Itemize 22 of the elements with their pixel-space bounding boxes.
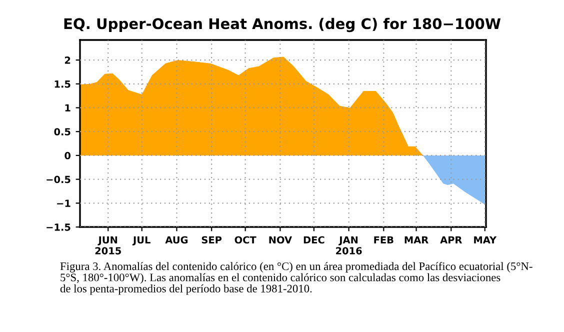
y-tick-label: 0 [64,152,71,160]
x-tick-label: JAN 2016 [336,236,362,254]
y-tick-label: −1 [57,200,70,207]
y-tick-label: −1.5 [46,224,70,231]
x-tick-label: AUG [165,236,188,244]
text: Figura 3. Anomalías del contenido calórico (en °C) en un área promediada del Pacífico ecuatorial (5°N- 5°S, 180°-100°W). Las anomalías en el contenido calórico son calculadas como las desviaciones de los penta-promedios del período base de 1981-2010. [60,262,532,295]
x-tick-label: OCT [234,236,256,244]
x-tick-label: SEP [202,236,222,244]
x-tick-label: APR [440,236,462,244]
chart-title: EQ. Upper-Ocean Heat Anoms. (deg C) for 180−100W [64,18,501,32]
x-tick-label: JUN 2015 [95,236,121,254]
y-tick-label: 1 [65,104,70,112]
y-tick-label: −0.5 [46,176,70,184]
y-tick-label: 1.5 [54,80,70,88]
y-tick-label: 0.5 [54,128,70,136]
x-tick-label: FEB [374,236,394,244]
x-tick-label: MAY [474,236,497,244]
x-tick-label: MAR [404,236,428,244]
x-tick-label: JUL [132,236,150,246]
y-tick-label: 2 [64,56,70,64]
x-tick-label: DEC [304,236,324,244]
x-tick-label: NOV [269,236,292,244]
